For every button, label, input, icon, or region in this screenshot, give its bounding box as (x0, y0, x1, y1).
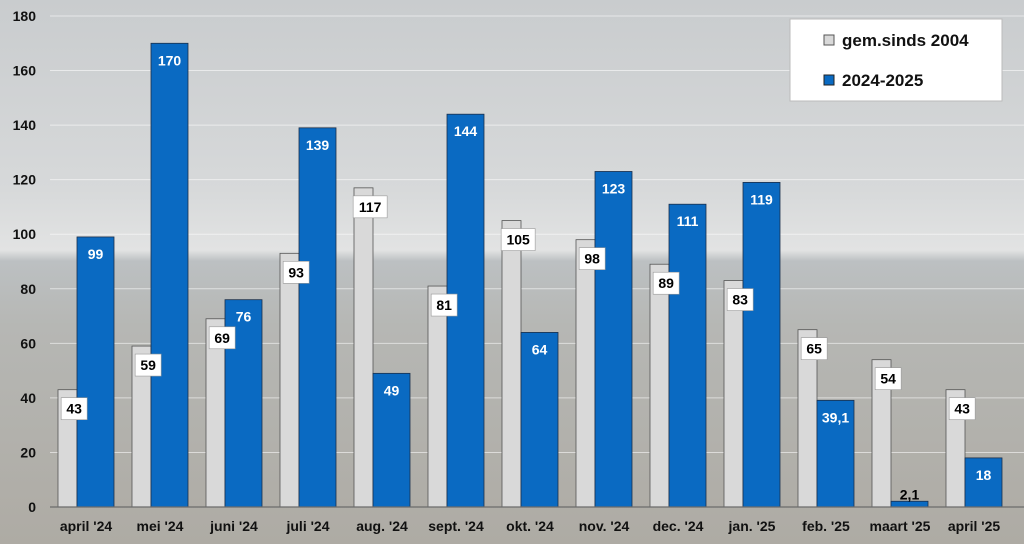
data-label-box-gem-sinds-2004 (800, 337, 828, 360)
data-label-2024-2025: 99 (88, 246, 104, 262)
data-label-gem-sinds-2004: 89 (658, 275, 674, 291)
data-label-gem-sinds-2004: 54 (880, 371, 896, 387)
data-label-box-gem-sinds-2004 (578, 247, 606, 270)
legend-label-gem-sinds-2004: gem.sinds 2004 (842, 31, 969, 50)
data-label-gem-sinds-2004: 65 (806, 341, 822, 357)
x-tick-label: jan. '25 (728, 518, 776, 534)
data-label-2024-2025: 18 (976, 467, 992, 483)
bar-2024-2025 (816, 399, 855, 508)
y-tick-label: 140 (13, 117, 37, 133)
y-tick-label: 20 (20, 444, 36, 460)
data-label-box-gem-sinds-2004 (652, 271, 680, 295)
data-label-gem-sinds-2004: 59 (140, 357, 156, 373)
y-tick-label: 180 (13, 8, 37, 24)
legend-box (789, 18, 1003, 102)
x-tick-label: sept. '24 (428, 518, 484, 534)
x-tick-label: okt. '24 (506, 518, 554, 534)
x-tick-label: juli '24 (285, 518, 329, 534)
data-label-box-gem-sinds-2004 (948, 397, 976, 421)
bar-2024-2025 (76, 236, 115, 508)
data-label-box-gem-sinds-2004 (282, 261, 310, 284)
y-tick-label: 120 (13, 172, 37, 188)
bar-gem-sinds-2004 (575, 239, 596, 508)
data-label-gem-sinds-2004: 43 (954, 401, 970, 417)
bar-gem-sinds-2004 (723, 280, 744, 508)
x-tick-label: april '25 (948, 518, 1001, 534)
y-tick-label: 100 (13, 226, 37, 242)
y-tick-label: 80 (20, 281, 36, 297)
data-label-2024-2025: 49 (384, 382, 400, 398)
y-tick-label: 160 (13, 63, 37, 79)
data-label-box-gem-sinds-2004 (134, 353, 162, 377)
x-tick-label: aug. '24 (356, 518, 408, 534)
bar-2024-2025 (668, 203, 707, 508)
data-label-2024-2025: 123 (602, 180, 626, 196)
y-tick-label: 40 (20, 390, 36, 406)
legend-swatch-gem-sinds-2004 (823, 34, 835, 46)
data-label-2024-2025: 139 (306, 137, 330, 153)
bar-gem-sinds-2004 (427, 285, 448, 508)
data-label-2024-2025: 111 (677, 213, 699, 229)
data-label-2024-2025: 144 (454, 123, 478, 139)
data-label-2024-2025: 119 (750, 191, 773, 207)
x-tick-label: maart '25 (870, 518, 931, 534)
x-tick-label: nov. '24 (579, 518, 630, 534)
data-label-2024-2025: 170 (158, 52, 182, 68)
data-label-box-gem-sinds-2004 (874, 367, 902, 391)
x-tick-label: dec. '24 (653, 518, 704, 534)
bar-gem-sinds-2004 (501, 220, 522, 508)
bars: 43 99 59 170 69 76 93 139 117 49 81 144 105 64 98 123 89… (57, 42, 1003, 508)
data-label-gem-sinds-2004: 93 (288, 264, 304, 280)
bar-2024-2025 (742, 181, 781, 508)
bar-gem-sinds-2004 (279, 252, 300, 508)
bar-2024-2025 (594, 171, 633, 508)
bar-gem-sinds-2004 (353, 187, 374, 508)
data-label-2024-2025: 76 (236, 309, 252, 325)
bar-2024-2025 (372, 372, 411, 508)
data-label-gem-sinds-2004: 81 (436, 297, 452, 313)
data-label-box-gem-sinds-2004 (60, 397, 88, 421)
data-label-box-gem-sinds-2004 (352, 195, 388, 219)
y-tick-label: 60 (20, 335, 36, 351)
bar-2024-2025 (520, 332, 559, 508)
data-label-2024-2025: 39,1 (822, 409, 849, 425)
data-label-box-gem-sinds-2004 (430, 293, 458, 317)
legend-swatch-2024-2025 (823, 74, 835, 86)
x-axis: april '24 mei '24 juni '24 juli '24 aug. '24… (50, 506, 1024, 534)
x-tick-label: feb. '25 (802, 518, 850, 534)
data-label-gem-sinds-2004: 83 (732, 292, 748, 308)
data-label-gem-sinds-2004: 69 (214, 330, 230, 346)
legend: gem.sinds 2004 2024-2025 (789, 18, 1003, 102)
x-tick-label: mei '24 (137, 518, 184, 534)
data-label-2024-2025: 64 (532, 341, 548, 357)
data-label-gem-sinds-2004: 117 (359, 199, 382, 215)
y-axis: 0 20 40 60 80 100 120 140 160 180 (13, 8, 37, 515)
bar-2024-2025 (298, 127, 337, 508)
bar-2024-2025 (150, 42, 189, 508)
data-label-box-gem-sinds-2004 (500, 228, 536, 251)
y-tick-label: 0 (28, 499, 36, 515)
data-label-gem-sinds-2004: 98 (584, 251, 600, 267)
data-label-gem-sinds-2004: 105 (506, 232, 530, 248)
data-label-2024-2025: 2,1 (900, 486, 920, 502)
data-label-box-gem-sinds-2004 (208, 326, 236, 350)
data-label-box-gem-sinds-2004 (726, 288, 754, 311)
x-tick-label: juni '24 (209, 518, 258, 534)
legend-label-2024-2025: 2024-2025 (842, 71, 923, 90)
bar-gem-sinds-2004 (649, 263, 670, 508)
x-tick-label: april '24 (60, 518, 113, 534)
data-label-gem-sinds-2004: 43 (66, 401, 82, 417)
